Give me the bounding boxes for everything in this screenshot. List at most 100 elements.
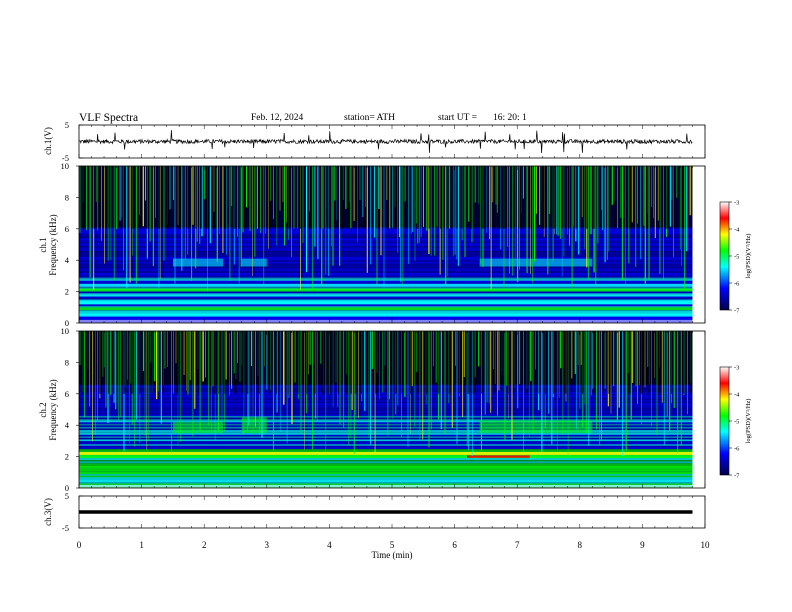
spectrogram-gap [446,166,449,229]
spectrogram-row [79,429,693,432]
spectrogram-row [79,445,693,448]
spectrogram-gap [507,331,509,394]
spectrogram-gap [195,166,197,229]
spectrogram-row [79,173,693,176]
colorbar-tick-label: -4 [734,392,740,399]
spectrogram-gap [416,166,419,229]
spectrogram-row [79,420,693,423]
spectrogram-gap [585,166,588,229]
spectrogram-row [79,203,693,206]
spectrogram-row [79,398,693,401]
spectrogram-row [79,220,693,223]
spectrogram-row [79,187,693,190]
spectrogram-row [79,167,693,170]
spectrogram-row [79,175,693,178]
ch1-spectrogram-ylabel-freq: Frequency (kHz) [48,214,58,275]
spectrogram-gap [561,166,564,229]
spectrogram-gap [108,166,111,229]
spectrogram-row [79,169,693,171]
spectrogram-row [79,400,693,402]
spectrogram-row [79,198,693,201]
spectrogram-row [79,211,693,214]
spectrogram-row [79,271,693,273]
x-tick-label: 2 [202,540,207,550]
spectrogram-gap [375,166,378,229]
spectrogram-row [79,214,693,217]
ch1-spectrogram-ylabel-channel: ch.1 [38,237,48,252]
spectrogram-row [79,483,693,486]
spectrogram-gap [275,331,278,394]
ch2-spectrogram [79,331,705,488]
spectrogram-gap [308,166,312,229]
spectrogram-gap [640,331,644,394]
spectrogram-row [79,415,693,418]
spectrogram-gap [162,331,164,394]
spectrogram-row [79,411,693,413]
spectrogram-red-line [467,455,530,458]
spectrogram-row [79,395,693,398]
spectrogram-empty-tail [692,166,705,323]
spectrogram-gap [82,166,85,229]
ch1-colorbar-gradient [719,201,730,311]
spectrogram-row [79,241,693,244]
spectrogram-gap [306,331,308,394]
spectrogram-row [79,269,693,272]
spectrogram-row [79,296,693,299]
spectrogram-gap [385,331,387,394]
x-tick-label: 3 [265,540,270,550]
x-tick-label: 10 [701,540,711,550]
spectrogram-row [79,236,693,239]
spectrogram-gap [248,166,250,229]
spectrogram-row [79,235,693,237]
spectrogram-row [79,219,693,222]
spectrogram-row [79,225,693,228]
spectrogram-row [79,407,693,410]
spectrogram-row [79,297,693,300]
colorbar-tick-label: -7 [734,473,740,480]
spectrogram-row [79,180,693,182]
spectrogram-gap [146,166,149,229]
spectrogram-gap [234,331,237,394]
spectrogram-row [79,228,693,231]
spectrogram-row [79,437,693,440]
ch1-spectrogram [79,166,705,323]
spectrogram-row [79,213,693,215]
spectrogram-gap [340,166,344,229]
spectrogram-gap [416,331,420,394]
spectrogram-gap [268,331,271,394]
spectrogram-band [79,283,693,287]
spectrogram-row [79,459,693,462]
spectrogram-row [79,244,693,247]
spectrogram-gap [313,331,316,394]
spectrogram-gap [209,331,212,394]
x-tick-label: 1 [139,540,144,550]
spectrogram-gap [223,331,225,394]
spectrogram-gap [213,331,217,394]
spectrogram-row [79,191,693,193]
spectrogram-row [79,448,693,451]
spectrogram-row [79,478,693,481]
ch1-spectrogram-ytick-label: 2 [65,287,69,297]
spectrogram-gap [619,166,621,229]
spectrogram-row [79,222,693,225]
spectrogram-row [79,246,693,248]
spectrogram-row [79,310,693,313]
spectrogram-gap [218,331,220,394]
spectrogram-gap [238,166,240,229]
spectrogram-gap [199,166,202,229]
colorbar-tick-label: -4 [734,227,740,234]
spectrogram-gap [544,331,546,394]
spectrogram-gap [337,331,340,394]
spectrogram-gap [501,331,503,394]
ch3-waveform-ytick-label: 5 [65,491,69,501]
spectrogram-gap [86,331,89,394]
spectrogram-row [79,318,693,321]
spectrogram-row [79,473,693,476]
spectrogram-row [79,280,693,283]
spectrogram-row [79,238,693,241]
spectrogram-gap [633,166,635,229]
spectrogram-gap [319,166,322,229]
spectrogram-row [79,304,693,306]
spectrogram-gap [552,166,555,229]
spectrogram-row [79,200,693,203]
